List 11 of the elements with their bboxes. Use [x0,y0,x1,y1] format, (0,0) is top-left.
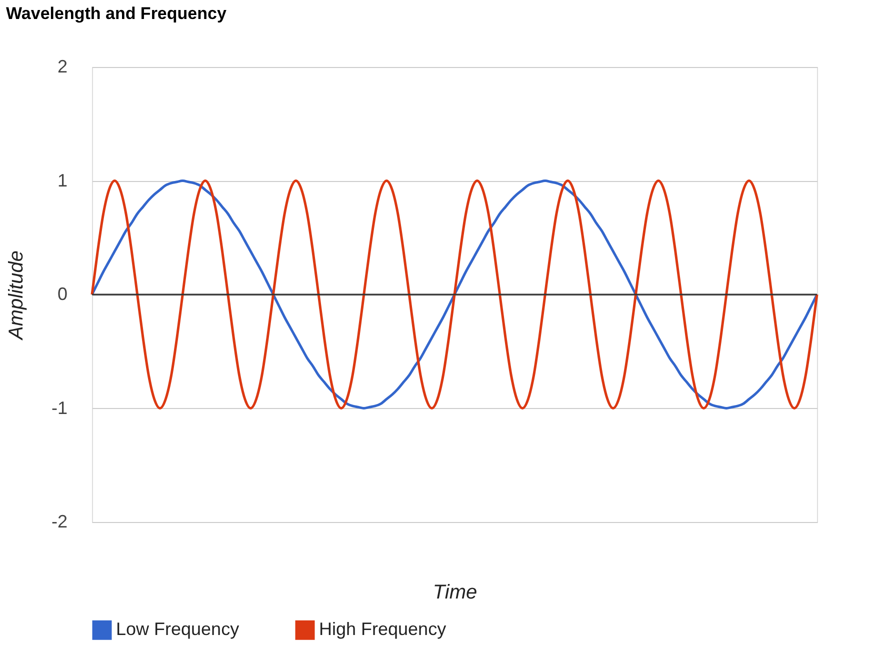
y-axis-title: Amplitude [5,250,28,340]
y-tick-label: 1 [57,170,68,190]
x-axis-title: Time [432,582,478,604]
y-tick-label: -1 [51,398,68,418]
line-series [90,180,818,410]
chart-title: Wavelength and Frequency [6,4,227,23]
legend-label: Low Frequency [116,619,240,640]
legend-label: High Frequency [319,619,446,640]
y-tick-label: -2 [51,512,68,532]
y-tick-label: 0 [57,284,68,304]
y-tick-label: 2 [57,56,68,76]
